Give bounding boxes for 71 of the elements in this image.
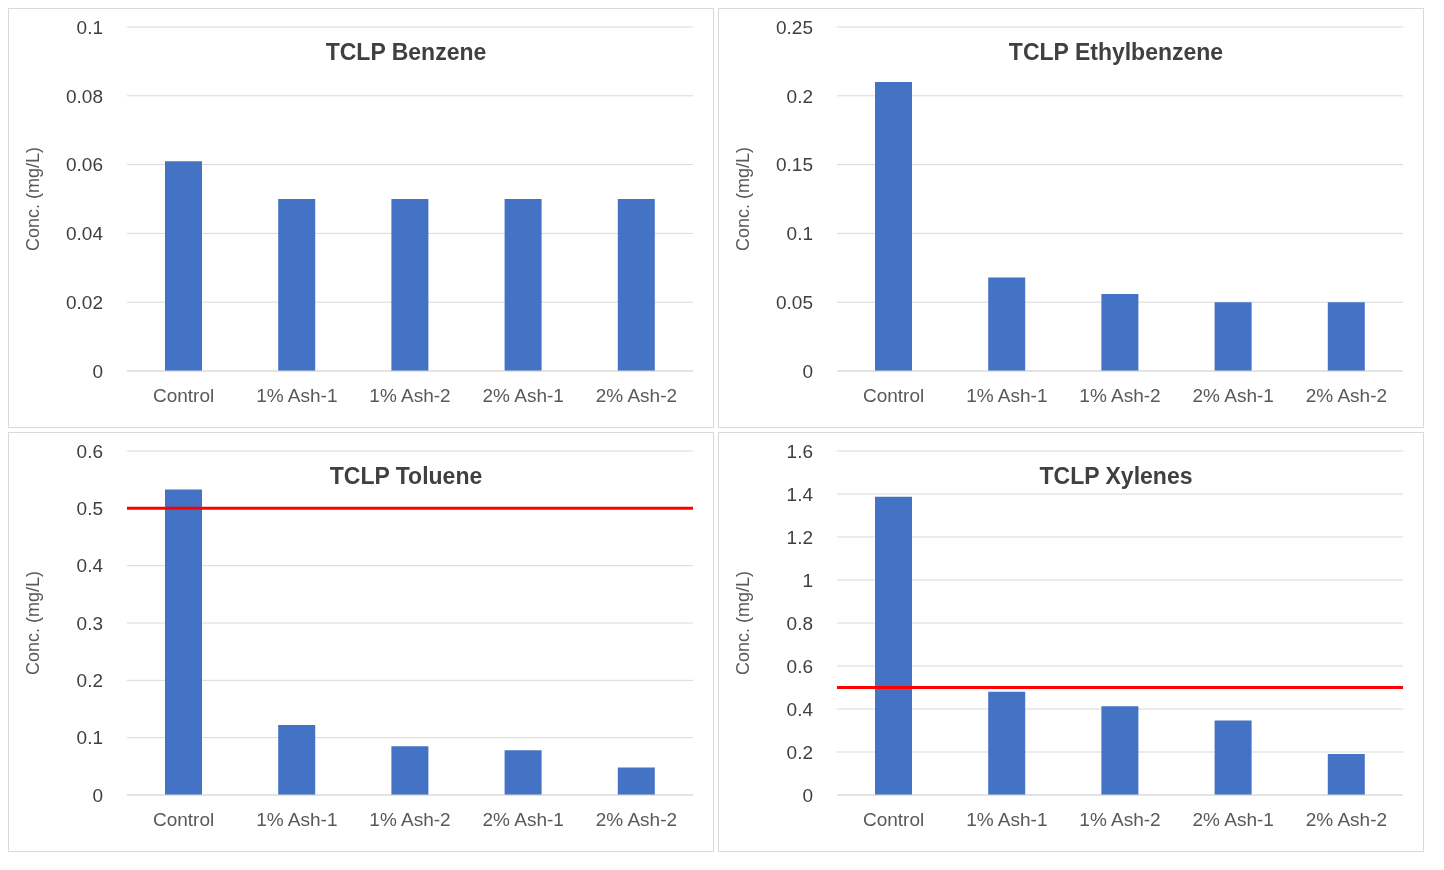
bar — [1101, 706, 1139, 795]
y-tick-label: 0.3 — [76, 612, 103, 634]
x-tick-label: 1% Ash-1 — [256, 809, 338, 831]
x-tick-label: 1% Ash-2 — [1079, 385, 1161, 407]
bar — [278, 725, 316, 795]
y-tick-label: 0.04 — [66, 223, 104, 245]
y-tick-label: 0.2 — [786, 741, 813, 763]
bar — [1214, 302, 1252, 371]
y-axis-title: Conc. (mg/L) — [23, 570, 44, 676]
bar — [165, 489, 202, 795]
text: TCLP Benzene — [324, 39, 488, 66]
bar — [1214, 720, 1252, 795]
y-tick-label: 1.6 — [786, 440, 813, 462]
x-tick-label: 1% Ash-2 — [369, 809, 451, 831]
y-tick-label: 0.1 — [76, 16, 103, 38]
y-tick-label: 0.4 — [76, 555, 104, 577]
y-tick-label: 0 — [802, 360, 813, 382]
bar — [617, 767, 655, 795]
y-tick-label: 0.06 — [66, 154, 103, 176]
y-tick-label: 0.1 — [786, 223, 813, 245]
bar — [504, 750, 542, 795]
y-tick-label: 1 — [802, 569, 813, 591]
text: TCLP Toluene — [328, 463, 484, 490]
text: TCLP Xylenes — [1038, 463, 1194, 490]
y-tick-label: 0 — [802, 784, 813, 806]
y-tick-label: 0.8 — [786, 612, 813, 634]
bar — [875, 496, 912, 795]
x-tick-label: 2% Ash-1 — [482, 809, 564, 831]
y-axis-title: Conc. (mg/L) — [733, 146, 754, 252]
x-tick-label: 1% Ash-1 — [966, 809, 1048, 831]
x-tick-label: 1% Ash-2 — [1079, 809, 1161, 831]
y-tick-label: 0.25 — [776, 16, 813, 38]
x-tick-label: 2% Ash-2 — [1305, 385, 1388, 407]
x-tick-label: 2% Ash-1 — [1192, 809, 1274, 831]
x-tick-label: Control — [152, 385, 215, 407]
x-tick-label: 1% Ash-1 — [256, 385, 338, 407]
y-tick-label: 0 — [92, 360, 103, 382]
y-tick-label: 0 — [92, 784, 103, 806]
y-tick-label: 0.6 — [786, 655, 813, 677]
bar — [988, 691, 1026, 795]
y-axis-title: Conc. (mg/L) — [23, 146, 44, 252]
x-tick-label: 2% Ash-1 — [482, 385, 564, 407]
y-tick-label: 1.4 — [786, 483, 814, 505]
bar — [1101, 293, 1139, 371]
y-axis-title: Conc. (mg/L) — [733, 570, 754, 676]
bar — [391, 746, 429, 795]
y-tick-label: 0.4 — [786, 698, 814, 720]
bar — [1327, 302, 1365, 371]
y-tick-label: 0.2 — [786, 85, 813, 107]
y-tick-label: 0.5 — [76, 498, 103, 520]
y-tick-label: 0.2 — [76, 670, 103, 692]
text: TCLP Ethylbenzene — [1007, 39, 1225, 66]
x-tick-label: 1% Ash-2 — [369, 385, 451, 407]
x-tick-label: 2% Ash-2 — [1305, 809, 1388, 831]
x-tick-label: Control — [862, 385, 925, 407]
y-tick-label: 0.6 — [76, 440, 103, 462]
x-tick-label: 2% Ash-1 — [1192, 385, 1274, 407]
x-tick-label: 1% Ash-1 — [966, 385, 1048, 407]
bar — [1327, 753, 1365, 795]
x-tick-label: Control — [862, 809, 925, 831]
y-tick-label: 0.05 — [776, 291, 813, 313]
y-tick-label: 0.1 — [76, 727, 103, 749]
y-tick-label: 0.15 — [776, 154, 813, 176]
x-tick-label: Control — [152, 809, 215, 831]
bar — [875, 82, 912, 371]
x-tick-label: 2% Ash-2 — [595, 809, 678, 831]
y-tick-label: 0.02 — [66, 291, 103, 313]
y-tick-label: 0.08 — [66, 85, 103, 107]
bar — [988, 277, 1026, 371]
x-tick-label: 2% Ash-2 — [595, 385, 678, 407]
y-tick-label: 1.2 — [786, 526, 813, 548]
